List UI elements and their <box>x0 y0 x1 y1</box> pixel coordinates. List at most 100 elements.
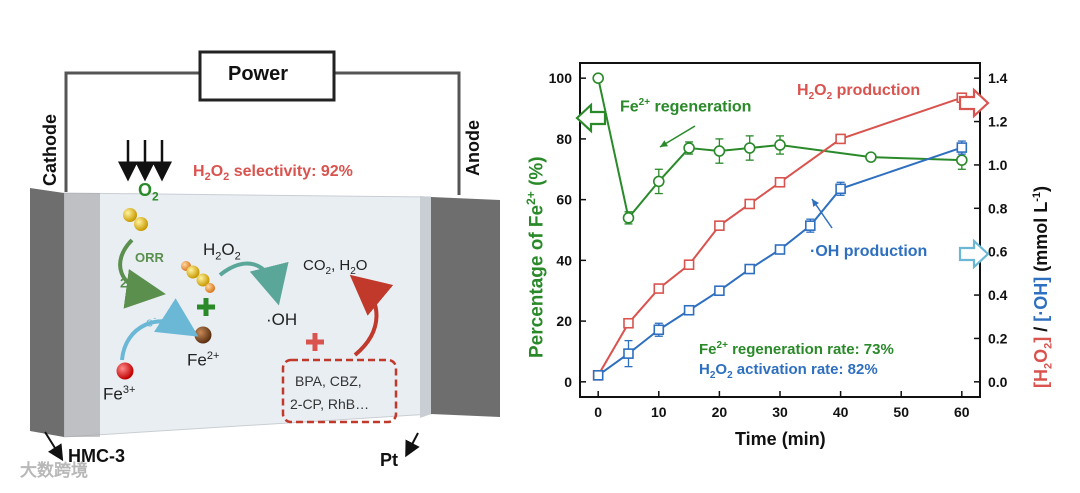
data-point <box>743 142 756 154</box>
data-point <box>592 370 604 381</box>
pollutants-box <box>281 358 398 424</box>
cathode-electrode-face <box>64 193 100 437</box>
data-point <box>714 285 725 297</box>
x-tick-label: 60 <box>954 404 970 420</box>
anode-electrode-side <box>431 197 500 417</box>
anode-label: Anode <box>463 120 483 176</box>
data-point <box>683 304 695 316</box>
fe3-label: Fe3+ <box>103 384 136 404</box>
oxygen-atom <box>186 265 200 279</box>
oh-radical-label: ·OH <box>266 310 298 329</box>
chart-decorations <box>575 87 990 270</box>
data-point <box>956 154 968 166</box>
y-right-tick-label: 1.2 <box>988 114 1008 130</box>
y-right-tick-label: 0.6 <box>988 244 1008 260</box>
fe3-ion <box>116 362 134 380</box>
fe-regeneration-rate: Fe2+ regeneration rate: 73% <box>699 340 894 358</box>
right-axis-label: [H2O2] / [·OH] (mmol L-1) <box>1031 185 1055 388</box>
y-left-tick-label: 40 <box>556 252 572 268</box>
y-right-tick-label: 0.8 <box>988 200 1008 216</box>
h2o2-activation-rate: H2O2 activation rate: 82% <box>699 361 878 381</box>
data-point <box>956 142 968 153</box>
data-point <box>744 263 755 275</box>
data-point <box>683 259 695 271</box>
h2o2-label: H2O2 <box>203 240 241 263</box>
o2-label: O2 <box>138 180 159 204</box>
data-point <box>774 244 786 255</box>
oh-production-pointer-head <box>812 199 819 207</box>
hmc-lead-arrow <box>44 431 64 462</box>
data-point <box>714 220 725 231</box>
data-point <box>653 324 665 336</box>
green-plus-icon <box>197 298 215 316</box>
pt-lead-arrow <box>405 432 420 458</box>
power-box <box>198 50 336 102</box>
chart-axes: 0 10 20 30 40 50 60 0 20 40 60 80 100 0.0 0.2 0.4 0.6 0.8… <box>549 62 1008 420</box>
hmc-label: HMC-3 <box>68 446 125 466</box>
fe-regeneration-pointer-head <box>660 140 668 147</box>
chart-series <box>592 72 968 381</box>
data-point <box>805 220 816 231</box>
y-left-tick-label: 0 <box>564 374 572 390</box>
y-left-tick-label: 80 <box>556 131 572 147</box>
x-tick-label: 50 <box>893 404 909 420</box>
fe-reduction-arrow <box>120 298 199 361</box>
fe-regeneration-annotation: Fe2+ regeneration <box>620 97 752 116</box>
x-tick-label: 40 <box>833 404 849 420</box>
oh-production-annotation: ·OH production <box>810 243 928 260</box>
oxygen-atom <box>134 217 148 231</box>
watermark: 大数跨境 <box>20 461 88 480</box>
fe2-ion <box>194 326 212 344</box>
oxygen-atom <box>196 273 210 287</box>
x-tick-label: 30 <box>772 404 788 420</box>
hydrogen-atom <box>205 283 215 293</box>
right-axis-indicator-arrow-red <box>958 87 990 119</box>
electron-label: e- <box>146 313 157 330</box>
left-axis-label: Percentage of Fe2+ (%) <box>524 156 548 358</box>
selectivity-label: H2O2 selectivity: 92% <box>193 163 353 184</box>
data-point <box>653 283 665 294</box>
anode-electrode-face <box>420 196 431 418</box>
cathode-wire <box>64 71 200 192</box>
data-point <box>835 133 846 145</box>
power-label: Power <box>228 63 289 85</box>
right-axis-indicator-arrow-blue <box>958 238 990 270</box>
red-plus-icon <box>306 333 324 351</box>
fe2-label: Fe2+ <box>187 350 220 370</box>
cathode-label: Cathode <box>40 114 60 186</box>
data-point <box>652 175 665 188</box>
y-right-tick-label: 0.4 <box>988 287 1008 303</box>
orr-arrow <box>118 238 166 309</box>
cathode-electrode-side <box>30 188 64 437</box>
data-point <box>592 72 604 84</box>
y-left-tick-label: 100 <box>549 70 573 86</box>
x-tick-label: 20 <box>712 404 728 420</box>
y-left-tick-label: 60 <box>556 192 572 208</box>
data-point <box>683 142 695 154</box>
y-right-tick-label: 1.0 <box>988 157 1008 173</box>
data-point <box>835 183 846 195</box>
degradation-arrow <box>349 274 394 357</box>
data-point <box>744 198 755 210</box>
data-point <box>774 139 786 151</box>
pollutants-line-1: BPA, CBZ, <box>295 373 362 389</box>
y-left-tick-label: 20 <box>556 313 572 329</box>
data-point <box>713 145 726 157</box>
data-point <box>623 348 634 359</box>
y-right-tick-label: 0.2 <box>988 330 1008 346</box>
pt-label: Pt <box>380 450 398 470</box>
y-right-tick-label: 1.4 <box>988 70 1008 86</box>
data-point <box>865 151 877 163</box>
orr-label: ORR <box>135 250 164 265</box>
x-tick-label: 10 <box>651 404 667 420</box>
y-right-tick-label: 0.0 <box>988 374 1008 390</box>
pollutants-line-2: 2-CP, RhB… <box>290 396 370 412</box>
two-electron-label: 2e- <box>120 274 138 291</box>
fenton-arrow <box>218 261 289 306</box>
h2o2-production-annotation: H2O2 production <box>797 82 921 103</box>
data-point <box>622 212 635 224</box>
x-tick-label: 0 <box>594 404 602 420</box>
anode-wire <box>334 71 461 195</box>
left-axis-indicator-arrow <box>575 102 607 134</box>
